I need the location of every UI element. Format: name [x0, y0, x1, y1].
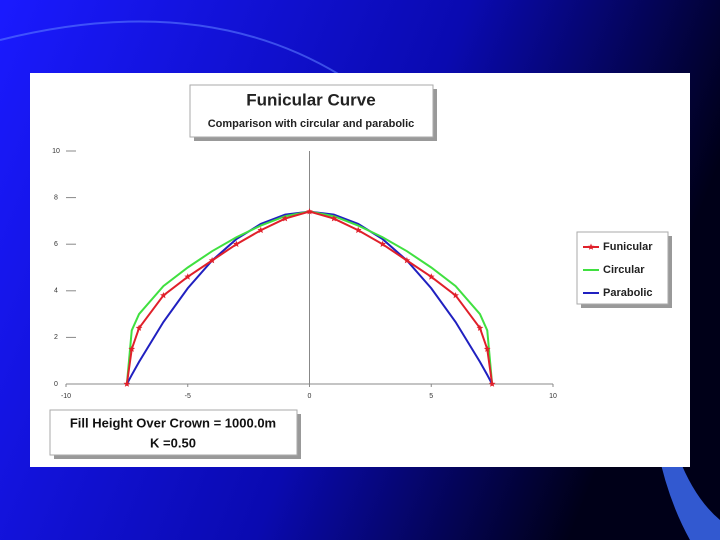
- x-tick-label: -10: [61, 393, 71, 400]
- point-marker: [135, 324, 143, 331]
- x-tick-label: -5: [185, 393, 191, 400]
- point-marker: [306, 208, 313, 215]
- y-tick-label: 6: [54, 241, 58, 248]
- y-tick-label: 4: [54, 288, 58, 295]
- x-tick-label: 0: [308, 393, 312, 400]
- annotation: Fill Height Over Crown = 1000.0m: [70, 415, 276, 430]
- point-marker: [257, 226, 265, 234]
- legend-marker: [587, 243, 595, 250]
- point-marker: [123, 380, 131, 387]
- point-marker: [488, 380, 496, 387]
- y-tick-label: 0: [54, 381, 58, 388]
- point-marker: [160, 292, 167, 299]
- chart-subtitle: Comparison with circular and parabolic: [208, 118, 415, 130]
- point-marker: [483, 345, 491, 352]
- decor-arc: [0, 20, 341, 76]
- y-tick-label: 10: [52, 148, 60, 155]
- title-box: [189, 84, 434, 138]
- point-marker: [330, 215, 338, 222]
- point-marker: [476, 324, 484, 331]
- annotation: K =0.50: [150, 435, 196, 450]
- legend-label: Circular: [603, 264, 645, 276]
- y-tick-label: 8: [54, 194, 58, 201]
- point-marker: [427, 273, 435, 280]
- point-marker: [354, 226, 362, 234]
- x-tick-label: 10: [549, 393, 557, 400]
- point-marker: [208, 257, 216, 264]
- chart-title: Funicular Curve: [246, 90, 375, 109]
- point-marker: [233, 240, 240, 247]
- point-marker: [403, 257, 411, 264]
- note-box: [49, 409, 298, 456]
- point-marker: [184, 273, 192, 280]
- point-marker: [379, 240, 386, 247]
- point-marker: [281, 215, 289, 222]
- y-tick-label: 2: [54, 334, 58, 341]
- legend-label: Funicular: [603, 241, 653, 253]
- legend-label: Parabolic: [603, 287, 653, 299]
- x-tick-label: 5: [429, 393, 433, 400]
- decor-swoosh: [648, 300, 720, 540]
- point-marker: [128, 345, 136, 352]
- point-marker: [452, 292, 459, 299]
